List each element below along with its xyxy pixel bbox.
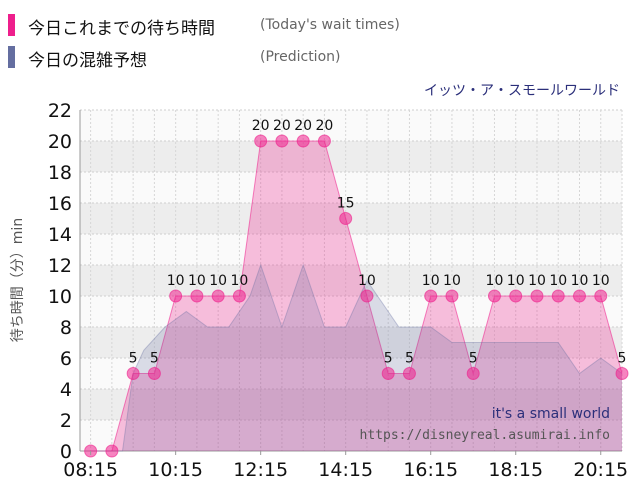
today-point xyxy=(509,289,523,303)
today-point xyxy=(254,134,268,148)
x-tick-label: 18:15 xyxy=(488,459,543,481)
data-label: 10 xyxy=(592,273,610,289)
today-point xyxy=(211,289,225,303)
today-point xyxy=(360,289,374,303)
today-point xyxy=(339,212,353,225)
data-label: 10 xyxy=(443,273,461,289)
legend-swatch-prediction xyxy=(8,46,15,68)
today-point xyxy=(296,134,310,148)
today-point xyxy=(466,367,480,380)
y-tick-label: 6 xyxy=(60,348,72,370)
today-point xyxy=(424,289,438,303)
data-label: 10 xyxy=(507,273,525,289)
legend-sub-today: (Today's wait times) xyxy=(260,17,400,33)
today-point xyxy=(147,367,161,380)
y-tick-label: 18 xyxy=(48,162,72,184)
prediction-area xyxy=(90,265,623,451)
data-label: 10 xyxy=(209,273,227,289)
today-point xyxy=(317,134,331,148)
today-point xyxy=(190,289,204,303)
y-tick-label: 2 xyxy=(60,410,72,432)
x-tick-label: 08:15 xyxy=(63,459,118,481)
today-area xyxy=(90,141,623,451)
today-point xyxy=(445,289,459,303)
y-tick-label: 20 xyxy=(48,131,72,153)
y-tick-label: 16 xyxy=(48,193,72,215)
today-point xyxy=(105,444,119,458)
data-label: 10 xyxy=(549,273,567,289)
y-axis-label: 待ち時間（分）min xyxy=(10,218,26,342)
grid-band xyxy=(80,141,622,172)
data-label: 20 xyxy=(252,118,270,134)
data-label: 5 xyxy=(405,351,414,367)
y-tick-label: 0 xyxy=(60,441,72,463)
legend-sub-prediction: (Prediction) xyxy=(260,49,341,65)
grid xyxy=(80,109,623,452)
legend-label-today: 今日これまでの待ち時間 xyxy=(28,19,215,39)
data-label: 20 xyxy=(294,118,312,134)
today-point xyxy=(594,289,608,303)
x-tick-label: 20:15 xyxy=(573,459,628,481)
axes xyxy=(79,110,622,452)
data-label: 20 xyxy=(273,118,291,134)
data-label: 10 xyxy=(167,273,185,289)
data-label: 5 xyxy=(469,351,478,367)
today-point xyxy=(381,367,395,380)
data-label: 5 xyxy=(129,351,138,367)
attraction-name: イッツ・ア・スモールワールド xyxy=(424,83,620,99)
data-label: 15 xyxy=(337,196,355,212)
x-tick-label: 14:15 xyxy=(318,459,373,481)
tick-labels: 0 2 4 6 8 10 12 14 16 18 20 22 08:15 10:15 12:15 14:15 1… xyxy=(48,100,628,481)
data-label: 5 xyxy=(384,351,393,367)
y-tick-label: 12 xyxy=(48,255,72,277)
today-point xyxy=(530,289,544,303)
y-tick-label: 10 xyxy=(48,286,72,308)
today-point xyxy=(275,134,289,148)
data-label: 10 xyxy=(358,273,376,289)
data-label: 10 xyxy=(230,273,248,289)
data-label: 10 xyxy=(528,273,546,289)
today-point xyxy=(402,367,416,380)
legend-swatch-today xyxy=(8,14,15,36)
data-label: 10 xyxy=(571,273,589,289)
today-point xyxy=(551,289,565,303)
today-point xyxy=(232,289,246,303)
data-label: 5 xyxy=(618,351,627,367)
watermark-name: it's a small world xyxy=(491,406,610,422)
data-label: 10 xyxy=(486,273,504,289)
today-point xyxy=(169,289,183,303)
grid-band xyxy=(80,327,622,358)
grid-band xyxy=(80,265,622,296)
data-label: 10 xyxy=(422,273,440,289)
today-point xyxy=(126,367,140,380)
y-tick-label: 4 xyxy=(60,379,72,401)
data-label: 5 xyxy=(150,351,159,367)
legend-label-prediction: 今日の混雑予想 xyxy=(28,51,147,71)
prediction-line xyxy=(90,263,623,452)
today-point xyxy=(615,367,629,380)
x-tick-label: 16:15 xyxy=(403,459,458,481)
x-tick-label: 12:15 xyxy=(233,459,288,481)
watermark-url: https://disneyreal.asumirai.info xyxy=(359,428,610,443)
data-label: 20 xyxy=(316,118,334,134)
y-tick-label: 8 xyxy=(60,317,72,339)
y-tick-label: 22 xyxy=(48,100,72,122)
grid-band xyxy=(80,389,622,420)
today-point xyxy=(572,289,586,303)
today-point xyxy=(487,289,501,303)
y-tick-label: 14 xyxy=(48,224,72,246)
x-tick-label: 10:15 xyxy=(148,459,203,481)
data-label: 10 xyxy=(188,273,206,289)
